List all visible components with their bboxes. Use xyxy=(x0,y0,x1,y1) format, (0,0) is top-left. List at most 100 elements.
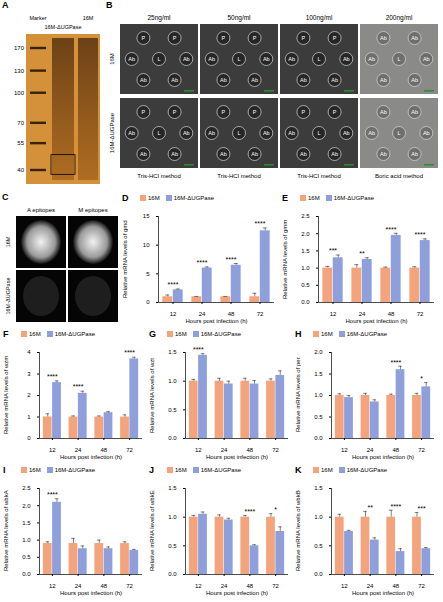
svg-text:24: 24 xyxy=(75,447,82,453)
svg-text:72: 72 xyxy=(417,311,424,317)
svg-text:M epitopes: M epitopes xyxy=(78,207,107,213)
svg-text:Ab: Ab xyxy=(208,130,215,136)
svg-text:****: **** xyxy=(415,231,426,238)
svg-text:***: *** xyxy=(418,505,426,512)
svg-text:****: **** xyxy=(47,491,58,498)
svg-text:1.5: 1.5 xyxy=(314,485,323,491)
svg-text:72: 72 xyxy=(257,311,264,317)
svg-text:Marker: Marker xyxy=(29,15,46,21)
svg-text:10: 10 xyxy=(143,242,150,248)
svg-text:5: 5 xyxy=(146,271,150,277)
svg-text:1.5: 1.5 xyxy=(168,485,177,491)
svg-text:Ab: Ab xyxy=(380,35,387,41)
svg-text:Hours post infection (h): Hours post infection (h) xyxy=(345,318,407,324)
svg-text:170: 170 xyxy=(14,45,25,51)
svg-text:48: 48 xyxy=(393,447,400,453)
svg-text:48: 48 xyxy=(101,583,108,589)
svg-text:48: 48 xyxy=(247,447,254,453)
svg-text:12: 12 xyxy=(341,447,348,453)
svg-text:48: 48 xyxy=(247,583,254,589)
svg-text:P: P xyxy=(333,35,337,41)
svg-text:2.5: 2.5 xyxy=(301,213,310,219)
svg-text:15: 15 xyxy=(143,213,150,219)
svg-text:Boric acid method: Boric acid method xyxy=(375,173,423,179)
svg-text:16M-ΔUGPase: 16M-ΔUGPase xyxy=(5,278,11,315)
svg-text:12: 12 xyxy=(341,583,348,589)
svg-text:2: 2 xyxy=(27,392,31,398)
svg-text:Ab: Ab xyxy=(368,56,375,62)
svg-text:0: 0 xyxy=(27,435,31,441)
svg-text:Ab: Ab xyxy=(380,151,387,157)
svg-text:Ab: Ab xyxy=(263,130,270,136)
svg-text:****: **** xyxy=(386,226,397,233)
svg-text:Ab: Ab xyxy=(220,151,227,157)
svg-text:Ab: Ab xyxy=(288,130,295,136)
svg-text:72: 72 xyxy=(418,583,425,589)
svg-text:Hours post infection (h): Hours post infection (h) xyxy=(206,454,268,460)
svg-text:Ab: Ab xyxy=(140,151,147,157)
svg-text:L: L xyxy=(397,56,400,62)
svg-text:****: **** xyxy=(47,373,58,380)
svg-text:48: 48 xyxy=(228,311,235,317)
svg-text:**: ** xyxy=(367,504,373,511)
svg-text:Ab: Ab xyxy=(183,56,190,62)
svg-text:Ab: Ab xyxy=(208,56,215,62)
svg-text:2.5: 2.5 xyxy=(22,485,31,491)
svg-text:Ab: Ab xyxy=(171,77,178,83)
svg-text:Ab: Ab xyxy=(331,77,338,83)
svg-text:Ab: Ab xyxy=(140,77,147,83)
svg-text:****: **** xyxy=(390,503,401,510)
svg-text:L: L xyxy=(157,56,160,62)
svg-text:Hours post infection (h): Hours post infection (h) xyxy=(352,454,414,460)
svg-text:*: * xyxy=(420,375,423,382)
svg-text:L: L xyxy=(317,130,320,136)
svg-text:0: 0 xyxy=(146,299,150,305)
svg-text:1.0: 1.0 xyxy=(301,265,310,271)
svg-text:Tris-HCl method: Tris-HCl method xyxy=(297,173,340,179)
svg-text:0.0: 0.0 xyxy=(168,571,177,577)
svg-text:1.0: 1.0 xyxy=(314,392,323,398)
svg-text:12: 12 xyxy=(49,447,56,453)
svg-text:16M: 16M xyxy=(83,15,94,21)
svg-text:P: P xyxy=(302,35,306,41)
svg-text:Ab: Ab xyxy=(423,56,430,62)
svg-text:3: 3 xyxy=(27,371,31,377)
svg-text:1.0: 1.0 xyxy=(22,537,31,543)
svg-text:4: 4 xyxy=(27,349,31,355)
svg-text:0.5: 0.5 xyxy=(22,554,31,560)
svg-text:P: P xyxy=(333,109,337,115)
svg-text:Ab: Ab xyxy=(343,56,350,62)
svg-text:72: 72 xyxy=(126,583,133,589)
svg-text:48: 48 xyxy=(388,311,395,317)
svg-text:Ab: Ab xyxy=(343,130,350,136)
svg-text:****: **** xyxy=(226,256,237,263)
svg-text:1.5: 1.5 xyxy=(22,520,31,526)
svg-text:72: 72 xyxy=(272,447,279,453)
svg-text:Ab: Ab xyxy=(411,151,418,157)
svg-text:Ab: Ab xyxy=(300,151,307,157)
svg-text:24: 24 xyxy=(75,583,82,589)
svg-text:P: P xyxy=(142,35,146,41)
svg-text:12: 12 xyxy=(195,447,202,453)
svg-text:12: 12 xyxy=(170,311,177,317)
svg-text:55: 55 xyxy=(17,140,24,146)
svg-text:1.5: 1.5 xyxy=(314,371,323,377)
svg-text:0.0: 0.0 xyxy=(168,435,177,441)
svg-text:100: 100 xyxy=(14,90,25,96)
svg-text:Hours post infection (h): Hours post infection (h) xyxy=(206,590,268,596)
svg-text:40: 40 xyxy=(17,167,24,173)
svg-text:****: **** xyxy=(197,259,208,266)
svg-text:Ab: Ab xyxy=(263,56,270,62)
svg-text:50ng/ml: 50ng/ml xyxy=(227,14,251,22)
svg-text:Hours post infection (h): Hours post infection (h) xyxy=(185,318,247,324)
svg-text:L: L xyxy=(317,56,320,62)
svg-text:A epitopes: A epitopes xyxy=(27,207,55,213)
svg-text:****: **** xyxy=(193,346,204,353)
svg-text:1.0: 1.0 xyxy=(168,378,177,384)
svg-text:P: P xyxy=(173,109,177,115)
svg-text:****: **** xyxy=(73,383,84,390)
svg-text:0.5: 0.5 xyxy=(168,407,177,413)
svg-text:Tris-HCl method: Tris-HCl method xyxy=(137,173,180,179)
svg-text:16M-ΔUGPase: 16M-ΔUGPase xyxy=(45,24,82,30)
svg-text:Ab: Ab xyxy=(183,130,190,136)
